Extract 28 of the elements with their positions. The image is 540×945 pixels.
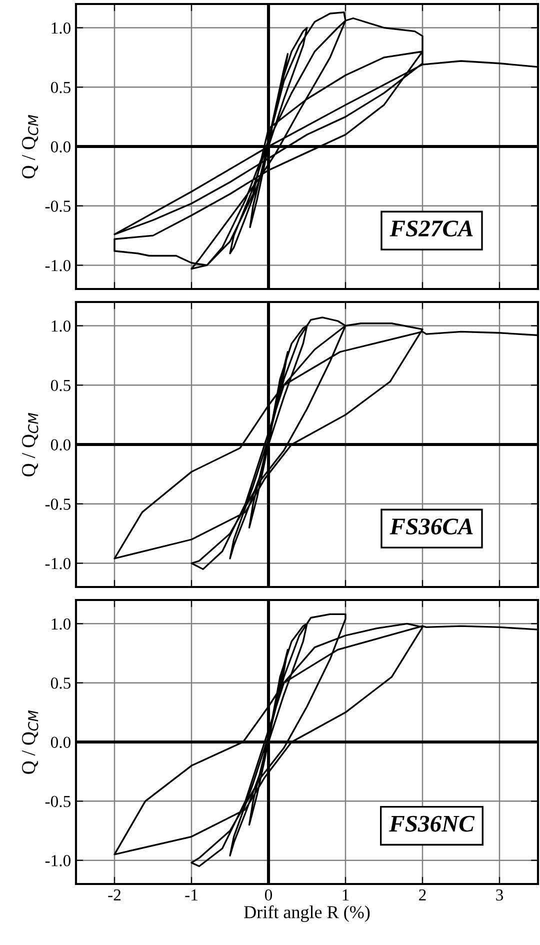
y-tick-label: 0.0: [50, 141, 71, 153]
y-axis-title: Q / Q$_{CM}$: [22, 412, 38, 476]
y-tick-label: 0.5: [50, 380, 70, 392]
y-tick-label: -0.5: [45, 200, 70, 212]
x-tick-label: -1: [185, 889, 198, 900]
x-tick-label: 1: [342, 889, 349, 900]
annotation: FS36NC: [389, 816, 475, 832]
y-axis-title: Q / Q$_{CM}$: [22, 710, 38, 774]
y-tick-label: 0.0: [50, 736, 71, 748]
y-tick-label: 0.5: [50, 678, 70, 689]
x-tick-label: 0: [264, 889, 272, 901]
x-tick-label: -2: [108, 889, 121, 900]
y-tick-label: -0.5: [45, 498, 70, 510]
y-tick-label: 1.0: [52, 22, 71, 34]
y-tick-label: 0.5: [50, 82, 70, 94]
annotation: FS36CA: [390, 518, 473, 534]
x-axis-title: Drift angle R (%): [244, 905, 370, 922]
y-tick-label: -1.0: [45, 558, 71, 570]
x-tick-label: 3: [496, 889, 504, 901]
annotation: FS27CA: [390, 220, 473, 236]
x-tick-label: 2: [419, 889, 426, 900]
y-tick-label: 1.0: [52, 618, 71, 630]
y-tick-label: -1.0: [45, 855, 71, 866]
y-axis-title: Q / Q$_{CM}$: [22, 114, 38, 178]
y-tick-label: -1.0: [45, 260, 71, 272]
y-tick-label: -0.5: [45, 796, 70, 808]
y-tick-label: 1.0: [52, 320, 71, 332]
y-tick-label: 0.0: [50, 439, 71, 451]
